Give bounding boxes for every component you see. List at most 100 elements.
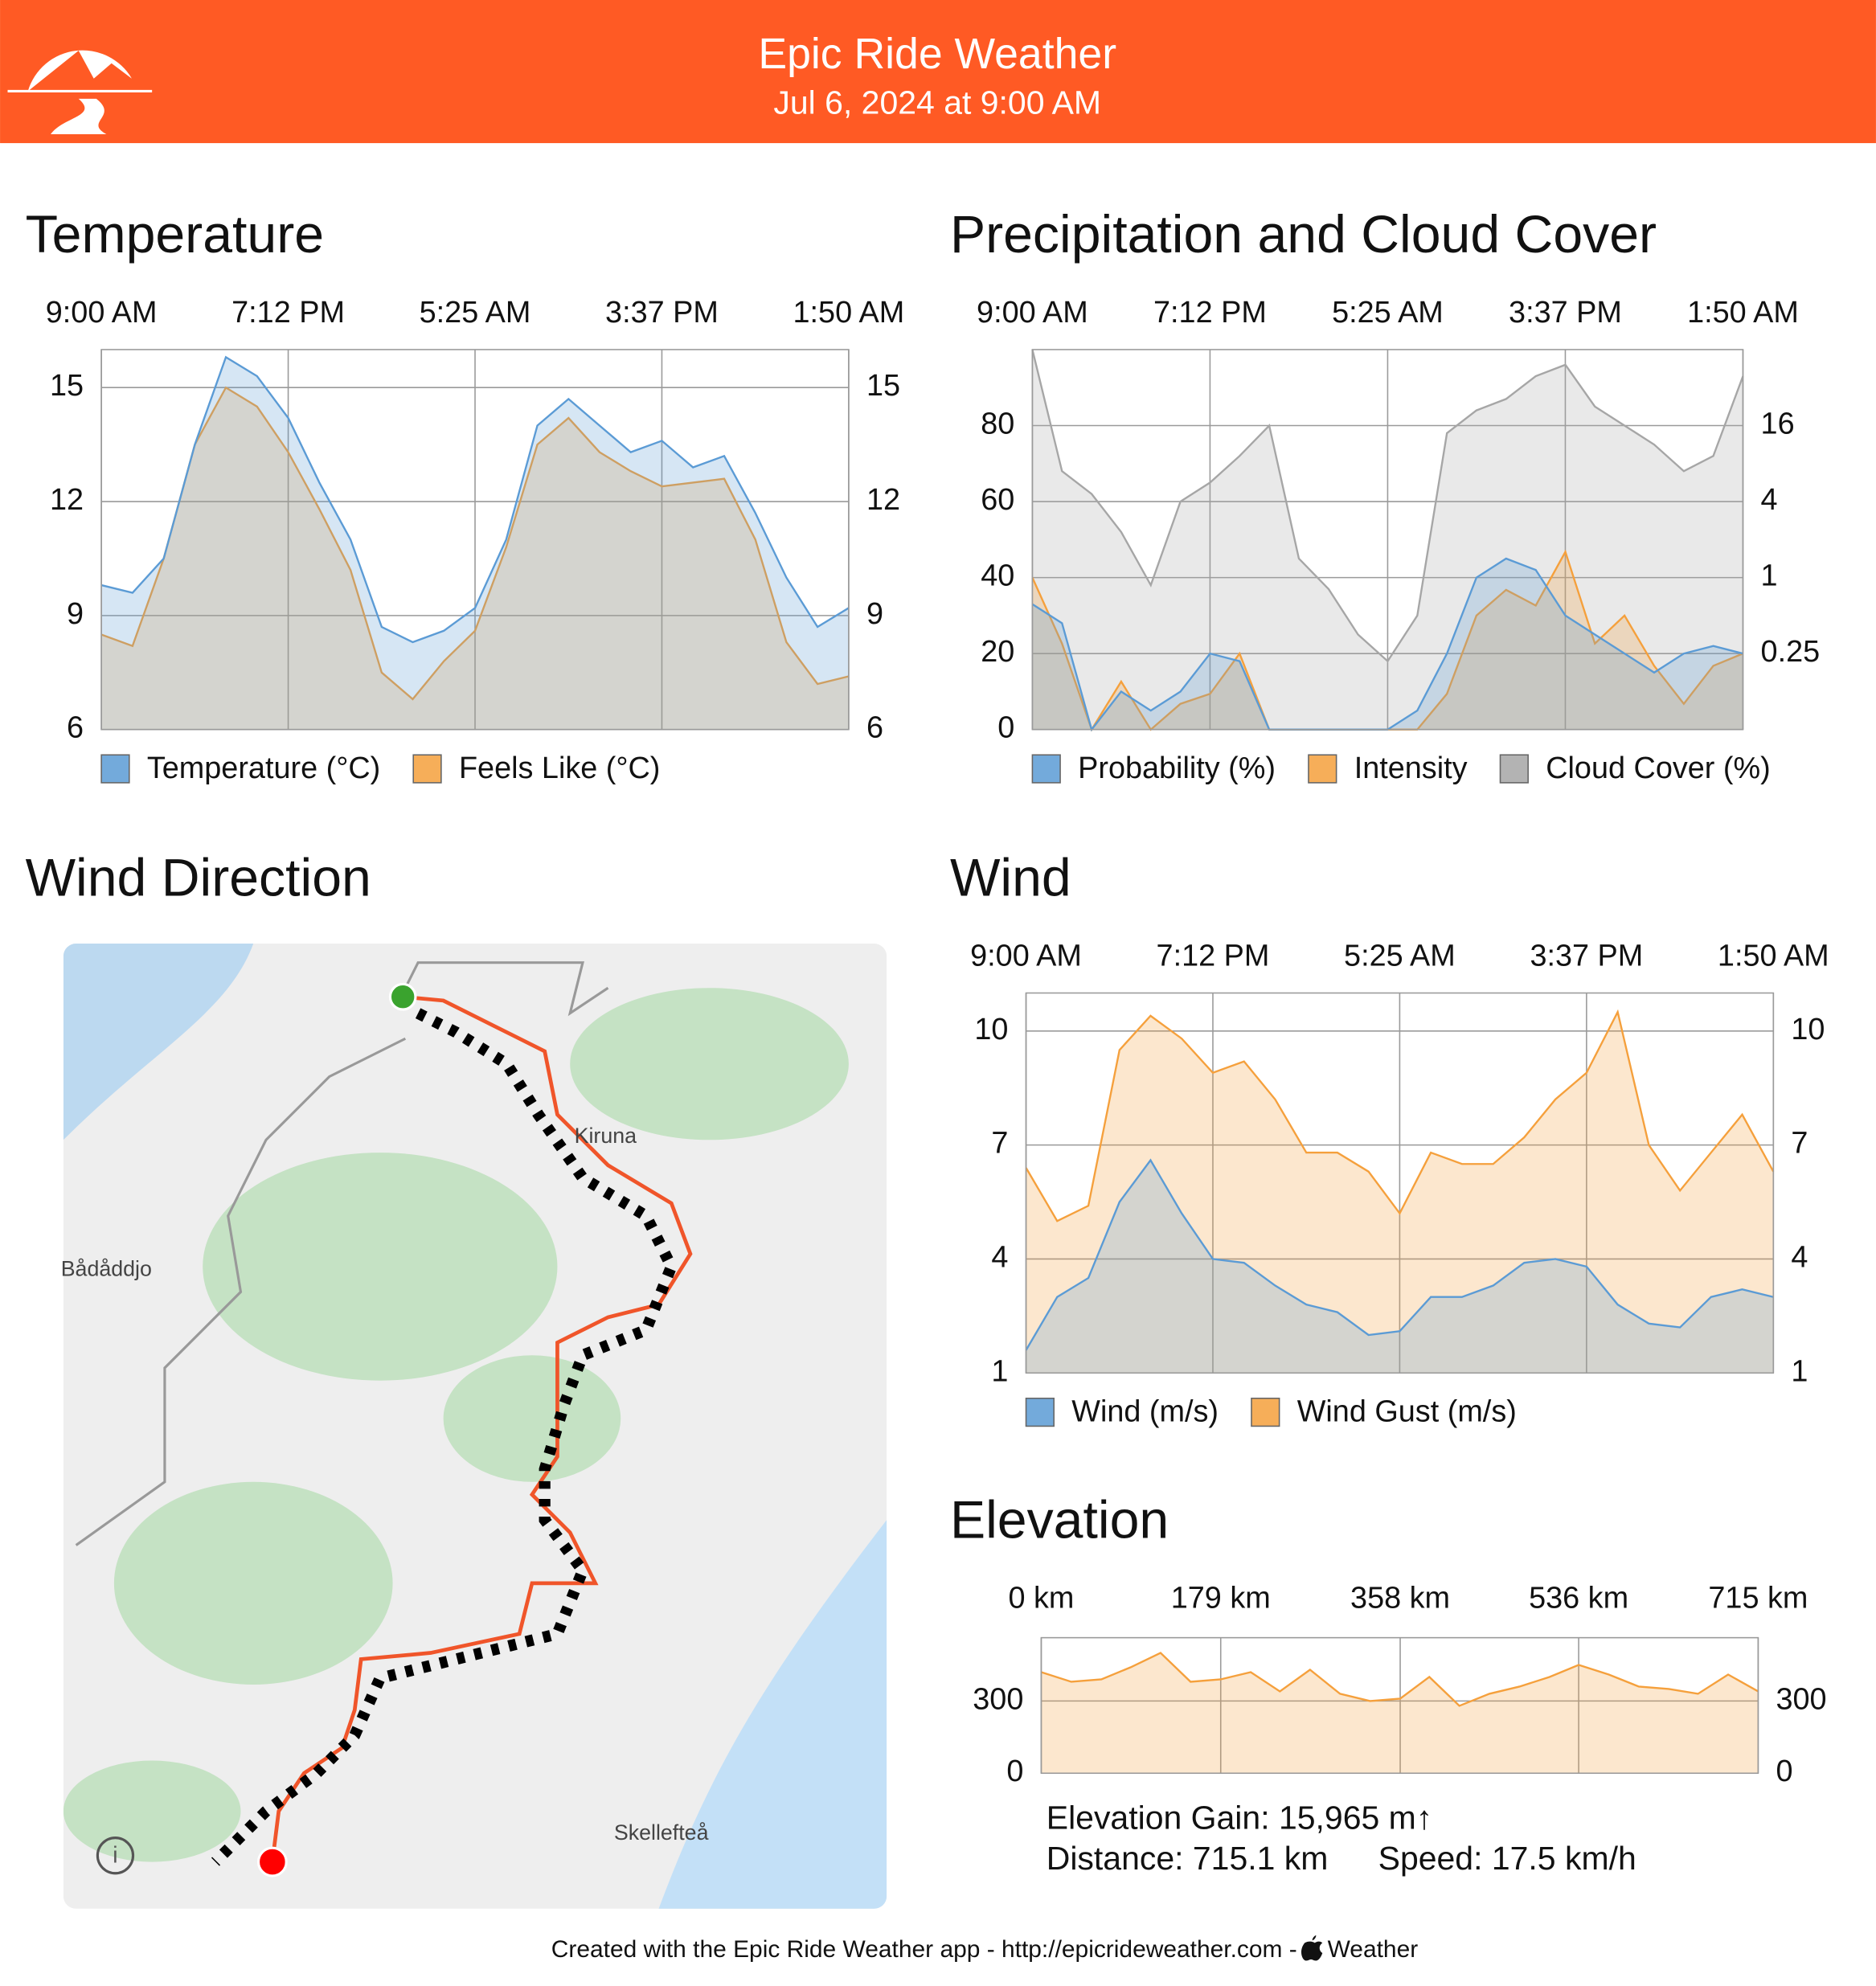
legend-swatch: [100, 754, 130, 784]
header-bar: [0, 0, 1876, 144]
map-title: Wind Direction: [26, 848, 371, 907]
y-tick-label: 6: [67, 711, 84, 745]
x-tick-label: 1:50 AM: [793, 296, 905, 330]
y-tick-label: 12: [50, 483, 84, 517]
y-tick-label: 10: [974, 1013, 1008, 1046]
chart-title: Precipitation and Cloud Cover: [950, 205, 1657, 264]
x-tick-label: 536 km: [1529, 1581, 1628, 1615]
line: [100, 386, 850, 701]
area: [1032, 551, 1743, 730]
line: [1025, 1158, 1774, 1351]
area: [1041, 1652, 1759, 1774]
legend-label: Feels Like (°C): [459, 751, 660, 785]
y2-tick-label: 1: [1761, 559, 1778, 593]
x-tick-label: 3:37 PM: [605, 296, 719, 330]
legend-label: Wind Gust (m/s): [1297, 1395, 1517, 1429]
y2-tick-label: 0: [1776, 1755, 1792, 1788]
chart-title: Temperature: [26, 205, 324, 264]
legend-label: Temperature (°C): [147, 751, 380, 785]
y-tick-label: 80: [981, 407, 1014, 440]
distance: Distance: 715.1 km: [1047, 1840, 1329, 1877]
area: [1032, 349, 1743, 730]
y-tick-label: 15: [50, 369, 84, 403]
x-tick-label: 0 km: [1008, 1581, 1074, 1615]
area: [1026, 1160, 1774, 1374]
y2-tick-label: 4: [1761, 483, 1778, 517]
y2-tick-label: 15: [866, 369, 900, 403]
x-tick-label: 1:50 AM: [1718, 939, 1829, 973]
map-label: Bådåddjo: [61, 1257, 152, 1281]
legend-swatch: [1308, 754, 1337, 784]
y2-tick-label: 0.25: [1761, 635, 1821, 669]
y-tick-label: 1: [991, 1354, 1008, 1388]
legend-swatch: [412, 754, 442, 784]
legend-label: Intensity: [1354, 751, 1468, 785]
x-tick-label: 9:00 AM: [977, 296, 1088, 330]
x-tick-label: 7:12 PM: [1153, 296, 1267, 330]
app-subtitle: Jul 6, 2024 at 9:00 AM: [773, 84, 1101, 121]
x-tick-label: 1:50 AM: [1687, 296, 1799, 330]
area: [1032, 558, 1743, 730]
y-tick-label: 20: [981, 635, 1014, 669]
logo: [7, 50, 153, 135]
line: [1031, 349, 1744, 663]
y-tick-label: 0: [997, 711, 1014, 745]
line: [1041, 1652, 1759, 1707]
legend-swatch: [1031, 754, 1061, 784]
x-tick-label: 9:00 AM: [46, 296, 158, 330]
y2-tick-label: 12: [866, 483, 900, 517]
elevation-gain: Elevation Gain: 15,965 m↑: [1047, 1799, 1433, 1836]
legend-swatch: [1251, 1397, 1280, 1427]
area: [1026, 1012, 1774, 1374]
area: [101, 387, 849, 730]
app-title: Epic Ride Weather: [758, 30, 1116, 78]
y2-tick-label: 10: [1791, 1013, 1825, 1046]
plot-frame: [1025, 992, 1775, 1374]
x-tick-label: 7:12 PM: [231, 296, 345, 330]
y2-tick-label: 300: [1776, 1682, 1826, 1716]
y2-tick-label: 9: [866, 597, 883, 631]
svg-text:i: i: [113, 1843, 117, 1869]
y-tick-label: 9: [67, 597, 84, 631]
line: [1025, 1009, 1775, 1222]
apple-icon: [1301, 1935, 1323, 1961]
line: [100, 355, 850, 644]
legend-swatch: [1499, 754, 1529, 784]
y-tick-label: 60: [981, 483, 1014, 517]
area: [101, 357, 849, 730]
x-tick-label: 3:37 PM: [1509, 296, 1622, 330]
x-tick-label: 3:37 PM: [1530, 939, 1643, 973]
y2-tick-label: 7: [1791, 1127, 1808, 1161]
y2-tick-label: 1: [1791, 1354, 1808, 1388]
chart-title: Wind: [950, 848, 1071, 907]
legend-label: Wind (m/s): [1071, 1395, 1219, 1429]
map-label: Kiruna: [575, 1124, 637, 1148]
legend-swatch: [1025, 1397, 1055, 1427]
y-tick-label: 300: [973, 1682, 1023, 1716]
chart-title: Elevation: [950, 1490, 1169, 1550]
x-tick-label: 179 km: [1171, 1581, 1271, 1615]
plot-frame: [1031, 349, 1744, 731]
footer-source: Weather: [1328, 1936, 1419, 1963]
legend-label: Cloud Cover (%): [1546, 751, 1770, 785]
x-tick-label: 715 km: [1708, 1581, 1808, 1615]
y-tick-label: 0: [1006, 1755, 1023, 1788]
x-tick-label: 5:25 AM: [1332, 296, 1444, 330]
y2-tick-label: 4: [1791, 1240, 1808, 1274]
y2-tick-label: 16: [1761, 407, 1795, 440]
speed: Speed: 17.5 km/h: [1378, 1840, 1636, 1877]
y2-tick-label: 6: [866, 711, 883, 745]
y-tick-label: 40: [981, 559, 1014, 593]
map: i Kiruna Bådåddjo Skellefteå: [61, 944, 887, 1909]
y-tick-label: 7: [991, 1127, 1008, 1161]
plot-frame: [100, 349, 850, 731]
plot-frame: [1040, 1636, 1759, 1775]
x-tick-label: 9:00 AM: [970, 939, 1082, 973]
x-tick-label: 7:12 PM: [1157, 939, 1270, 973]
x-tick-label: 358 km: [1350, 1581, 1450, 1615]
x-tick-label: 5:25 AM: [1344, 939, 1456, 973]
footer-text: Created with the Epic Ride Weather app -…: [551, 1936, 1297, 1963]
y-tick-label: 4: [991, 1240, 1008, 1274]
